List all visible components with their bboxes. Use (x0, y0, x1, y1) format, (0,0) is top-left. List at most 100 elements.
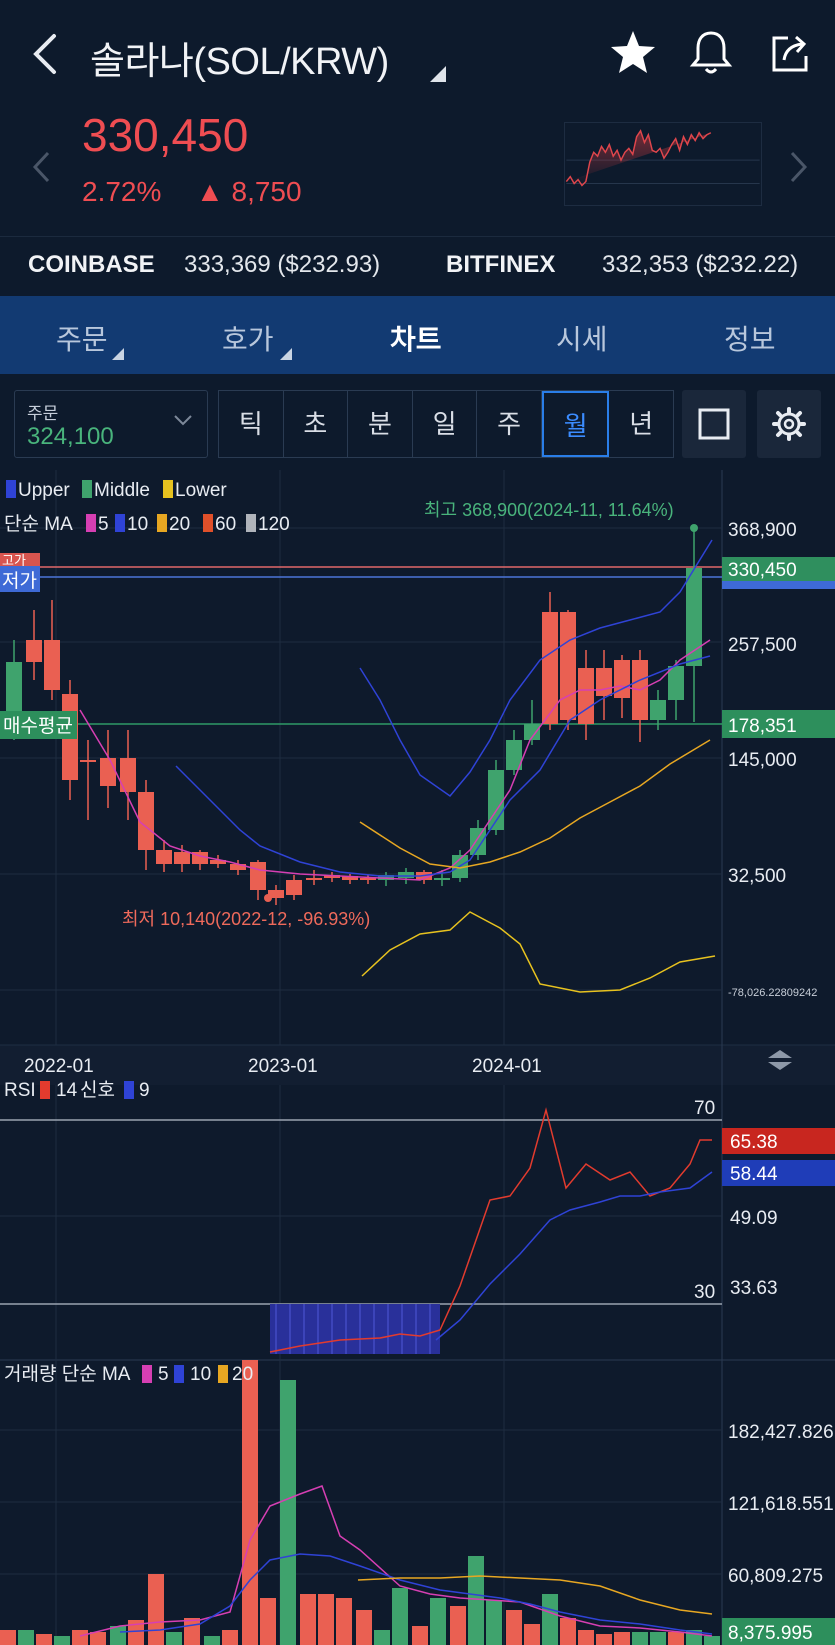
bell-icon[interactable] (686, 28, 736, 78)
rsi-value-label: 65.38 (730, 1132, 778, 1153)
resize-handle-icon[interactable] (768, 1050, 792, 1070)
tab-chart[interactable]: 차트 (390, 324, 442, 355)
period-minute[interactable]: 분 (348, 391, 413, 457)
tab-orderbook[interactable]: 호가 (222, 324, 274, 355)
volume-axis-label: 182,427.826 (728, 1422, 834, 1443)
volume-bar (374, 1630, 390, 1645)
period-week[interactable]: 주 (477, 391, 542, 457)
volume-bar (450, 1606, 466, 1645)
candle (324, 875, 340, 878)
volume-bar (204, 1636, 220, 1645)
volume-bar (596, 1634, 612, 1645)
avg-price-tag (0, 711, 77, 739)
candle (80, 760, 96, 762)
time-axis-bar (0, 1045, 835, 1085)
rsi-legend: RSI 14 신호 9 (4, 1079, 150, 1101)
next-coin-arrow-icon[interactable] (786, 150, 810, 184)
volume-bar (704, 1636, 720, 1645)
exchange-name: COINBASE (28, 251, 155, 278)
candle (138, 792, 154, 850)
chart-settings-button[interactable] (757, 390, 821, 458)
volume-ma20: 20 (232, 1364, 253, 1385)
title-dropdown-caret-icon[interactable] (430, 66, 446, 82)
share-icon[interactable] (766, 28, 816, 78)
period-day[interactable]: 일 (413, 391, 478, 457)
volume-ma20-line (357, 1575, 713, 1615)
candle (156, 850, 172, 864)
volume-ma10-line (119, 1553, 713, 1635)
volume-bar (0, 1630, 16, 1645)
tab-order[interactable]: 주문 (56, 324, 108, 355)
prev-coin-arrow-icon[interactable] (30, 150, 54, 184)
period-second[interactable]: 초 (284, 391, 349, 457)
y-axis-label: 145,000 (728, 750, 797, 771)
exchange-prices: COINBASE 333,369 ($232.93) BITFINEX 332,… (0, 236, 835, 294)
back-arrow-icon[interactable] (28, 30, 64, 78)
legend-ma120: 120 (258, 514, 290, 535)
order-label: 주문 (27, 404, 59, 423)
order-price-select[interactable]: 주문 324,100 (14, 390, 208, 458)
volume-bar (90, 1632, 106, 1645)
star-icon[interactable] (608, 28, 658, 78)
candle (100, 758, 116, 786)
candle (360, 878, 376, 880)
candle (614, 660, 630, 698)
legend-ma5: 5 (98, 514, 109, 535)
volume-axis-label: 60,809.275 (728, 1566, 823, 1587)
ma20-line (359, 739, 711, 869)
avg-price-axis-tag (722, 710, 835, 738)
high-price-tag (0, 553, 40, 567)
exchange-price: 332,353 ($232.22) (602, 251, 799, 278)
period-year[interactable]: 년 (629, 409, 654, 439)
volume-bar (300, 1594, 316, 1645)
period-tick[interactable]: 틱 (219, 391, 284, 457)
rsi-period: 14 (56, 1080, 78, 1101)
candle (434, 878, 450, 880)
high-marker (690, 524, 698, 532)
period-month[interactable]: 월 (541, 391, 610, 457)
y-axis-label: -78,026.22809242 (728, 987, 817, 999)
tab-caret-icon (112, 348, 124, 360)
volume-bar (632, 1632, 648, 1645)
avg-tag-label: 매수평균 (3, 715, 73, 737)
high-annotation: 최고 368,900(2024-11, 11.64%) (424, 500, 674, 520)
y-axis-label: 368,900 (728, 520, 797, 541)
volume-bar (578, 1630, 594, 1645)
chart-canvas[interactable]: Upper Middle Lower 단순 MA 5 10 20 60 120 … (0, 470, 835, 1645)
x-axis-label: 2023-01 (248, 1056, 318, 1077)
candle (286, 880, 302, 895)
candle (44, 640, 60, 690)
volume-bar (560, 1618, 576, 1645)
chevron-down-icon (174, 415, 192, 426)
volume-ma5: 5 (158, 1364, 169, 1385)
candle (650, 700, 666, 720)
page-title[interactable]: 솔라나(SOL/KRW) (90, 41, 389, 83)
tab-info[interactable]: 정보 (724, 324, 776, 355)
period-selector: 틱 초 분 일 주 월 년 (218, 390, 674, 458)
candle (398, 872, 414, 878)
rsi-signal-value-label: 58.44 (730, 1164, 778, 1185)
volume-bar (524, 1624, 540, 1645)
y-axis-label: 32,500 (728, 866, 786, 887)
rsi-level-30: 30 (694, 1282, 715, 1303)
candle (506, 740, 522, 770)
volume-axis-label: 121,618.551 (728, 1494, 834, 1515)
volume-bar (486, 1600, 502, 1645)
volume-bar (336, 1598, 352, 1645)
exchange-name: BITFINEX (446, 251, 556, 278)
volume-bar (54, 1636, 70, 1645)
tab-caret-icon (280, 348, 292, 360)
low-price-tag (0, 566, 40, 592)
rsi-axis-label: 33.63 (730, 1278, 778, 1299)
ma5-line (79, 639, 711, 881)
candle (306, 878, 322, 880)
volume-legend-prefix: 거래량 단순 MA (4, 1363, 131, 1385)
bb-upper-line (359, 539, 713, 798)
avg-price-axis-label: 178,351 (728, 716, 797, 737)
rsi-signal-tag (722, 1160, 835, 1186)
volume-bar (242, 1360, 258, 1645)
fullscreen-button[interactable] (682, 390, 746, 458)
tab-trades[interactable]: 시세 (556, 324, 608, 355)
volume-bar (72, 1630, 88, 1645)
rsi-legend-prefix: RSI (4, 1080, 36, 1101)
